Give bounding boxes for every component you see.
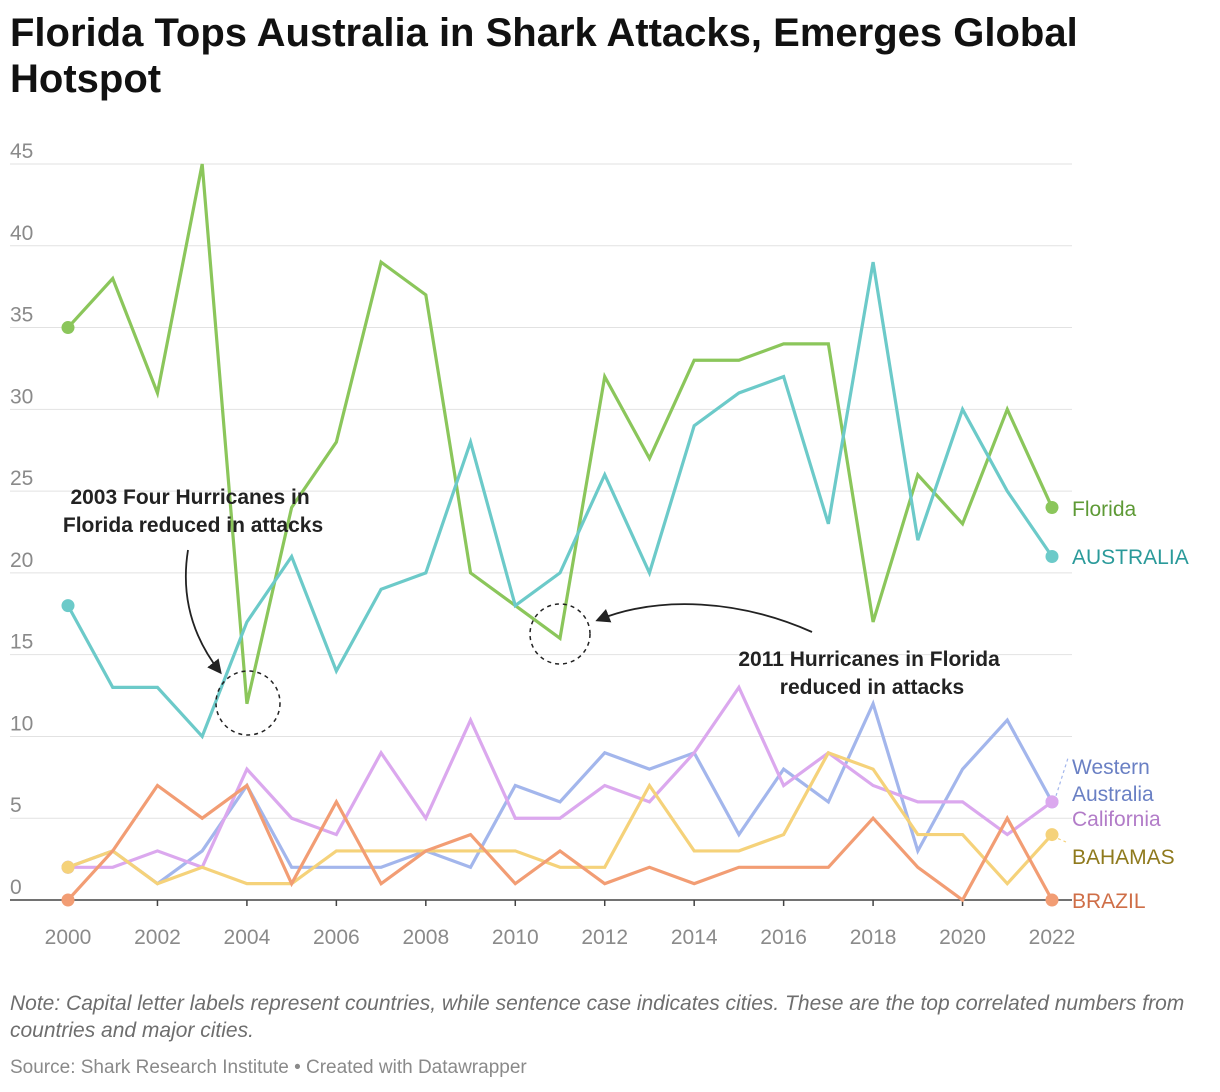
label-leader-line bbox=[1055, 757, 1069, 797]
series-label-5: BRAZIL bbox=[1072, 890, 1146, 913]
line-chart: 0 5 10 15 20 25 30 35 40 45 2000 2002 2004 2006 2008 20… bbox=[10, 140, 1189, 949]
series-line-0 bbox=[66, 163, 1054, 705]
chart-note: Note: Capital letter labels represent co… bbox=[10, 992, 1185, 1042]
annotation-arrow-2004 bbox=[184, 549, 222, 675]
series-line-2 bbox=[67, 699, 1054, 886]
axes: 0 5 10 15 20 25 30 35 40 45 2000 2002 2004 2006 2008 20… bbox=[10, 140, 1075, 949]
annotation-arrow-2011 bbox=[595, 603, 813, 633]
gridlines bbox=[10, 163, 1072, 901]
y-tick-label: 15 bbox=[10, 631, 33, 654]
y-tick-label: 10 bbox=[10, 712, 33, 735]
y-tick-label: 40 bbox=[10, 222, 33, 245]
label-leader-line bbox=[1057, 838, 1067, 843]
series-end-point-3 bbox=[1045, 795, 1059, 809]
series-lines bbox=[61, 163, 1059, 907]
series-start-point-0 bbox=[61, 321, 75, 335]
y-tick-label: 35 bbox=[10, 304, 33, 327]
series-labels: Florida AUSTRALIA Western AustraliaCaliforn… bbox=[1055, 498, 1189, 913]
x-tick-label: 2012 bbox=[581, 926, 628, 949]
annotation-circle-2004 bbox=[215, 670, 281, 736]
y-tick-label: 20 bbox=[10, 549, 33, 572]
x-tick-label: 2008 bbox=[402, 926, 449, 949]
y-tick-label: 45 bbox=[10, 140, 33, 163]
x-tick-label: 2014 bbox=[671, 926, 718, 949]
annotation-circle-2011 bbox=[529, 603, 591, 665]
x-tick-label: 2020 bbox=[939, 926, 986, 949]
x-tick-label: 2010 bbox=[492, 926, 539, 949]
series-line-4 bbox=[67, 750, 1054, 887]
x-tick-label: 2004 bbox=[224, 926, 271, 949]
y-tick-label: 25 bbox=[10, 467, 33, 490]
series-end-point-0 bbox=[1045, 500, 1059, 514]
series-line-1 bbox=[66, 261, 1054, 740]
series-label-4: BAHAMAS bbox=[1072, 846, 1175, 869]
x-tick-label: 2022 bbox=[1029, 926, 1076, 949]
x-tick-label: 2002 bbox=[134, 926, 181, 949]
chart-source: Source: Shark Research Institute • Creat… bbox=[10, 1057, 527, 1078]
series-end-point-5 bbox=[1045, 893, 1059, 907]
x-tick-label: 2018 bbox=[850, 926, 897, 949]
series-start-point-1 bbox=[61, 599, 75, 613]
chart-title: Florida Tops Australia in Shark Attacks,… bbox=[10, 11, 1078, 101]
series-start-point-5 bbox=[61, 893, 75, 907]
series-end-point-1 bbox=[1045, 550, 1059, 564]
annotations: 2003 Four Hurricanes in Florida reduced … bbox=[63, 486, 1005, 736]
series-line-3 bbox=[68, 684, 1053, 870]
series-start-point-4 bbox=[61, 860, 75, 874]
series-label-0: Florida bbox=[1072, 498, 1137, 521]
x-tick-label: 2000 bbox=[45, 926, 92, 949]
series-end-point-4 bbox=[1045, 828, 1059, 842]
series-line-5 bbox=[66, 783, 1054, 903]
x-tick-label: 2006 bbox=[313, 926, 360, 949]
y-tick-label: 5 bbox=[10, 794, 22, 817]
annotation-text-2011: 2011 Hurricanes in Florida reduced in at… bbox=[738, 648, 1005, 699]
series-label-3: California bbox=[1072, 808, 1161, 831]
y-tick-label: 0 bbox=[10, 876, 22, 899]
x-tick-label: 2016 bbox=[760, 926, 807, 949]
series-label-2: Western Australia bbox=[1072, 756, 1154, 806]
y-tick-label: 30 bbox=[10, 385, 33, 408]
series-label-1: AUSTRALIA bbox=[1072, 546, 1189, 569]
annotation-text-2003: 2003 Four Hurricanes in Florida reduced … bbox=[63, 486, 323, 537]
